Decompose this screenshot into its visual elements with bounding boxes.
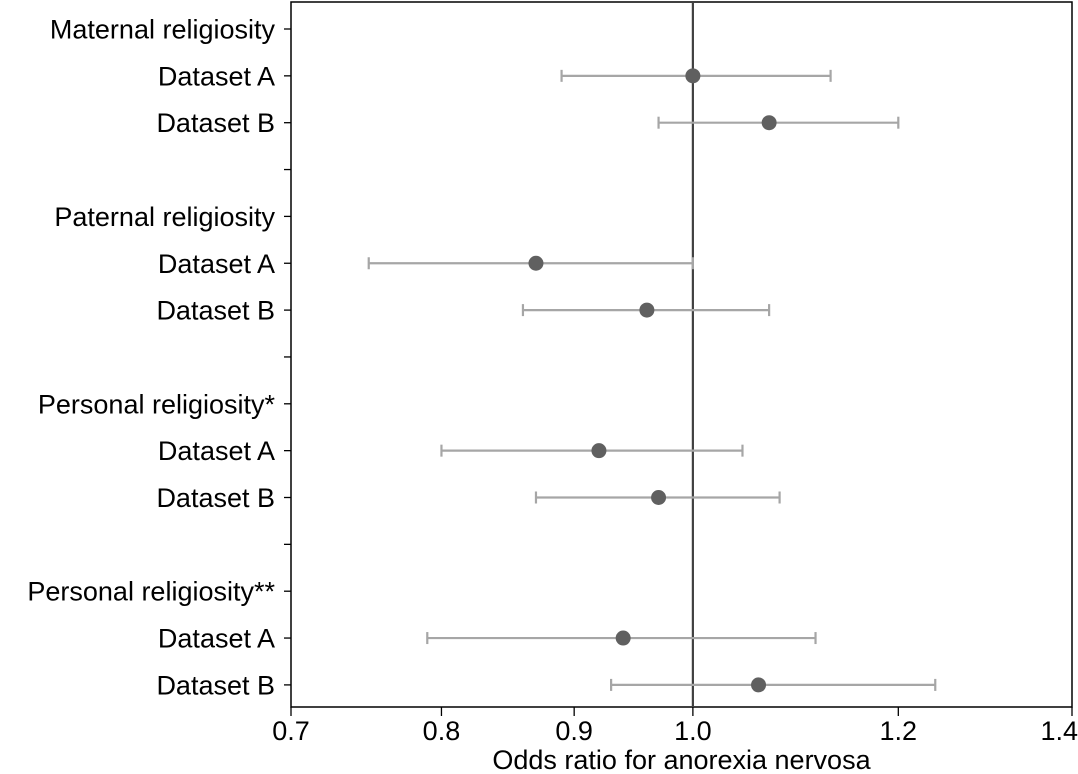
x-tick-label: 0.8 bbox=[423, 716, 461, 746]
estimate-row: Dataset A bbox=[158, 624, 817, 654]
row-label: Dataset B bbox=[156, 108, 275, 138]
estimate-row: Dataset A bbox=[158, 61, 832, 91]
row-label: Dataset B bbox=[156, 296, 275, 326]
row-label: Dataset A bbox=[158, 624, 275, 654]
estimate-row: Dataset B bbox=[156, 670, 937, 700]
group-header-row: Maternal religiosity bbox=[50, 15, 291, 45]
x-tick-label: 1.4 bbox=[1040, 716, 1078, 746]
row-label: Personal religiosity** bbox=[27, 577, 275, 607]
row-label: Dataset B bbox=[156, 483, 275, 513]
row-label: Maternal religiosity bbox=[50, 15, 276, 45]
row-layer: Maternal religiosity Dataset A Dataset B Pa… bbox=[27, 15, 937, 700]
plot-area-frame bbox=[290, 1, 1073, 708]
row-label: Paternal religiosity bbox=[54, 202, 275, 232]
estimate-row: Dataset A bbox=[158, 436, 744, 466]
estimate-row: Dataset A bbox=[158, 249, 694, 279]
x-tick-label: 1.2 bbox=[880, 716, 918, 746]
odds-ratio-point bbox=[751, 677, 767, 693]
row-label: Personal religiosity* bbox=[38, 389, 276, 419]
group-header-row: Personal religiosity** bbox=[27, 577, 291, 607]
group-header-row: Personal religiosity* bbox=[38, 389, 291, 419]
row-label: Dataset A bbox=[158, 61, 275, 91]
group-header-row: Paternal religiosity bbox=[54, 202, 291, 232]
x-tick-label: 1.0 bbox=[674, 716, 712, 746]
x-axis: 0.7 0.8 0.9 1.0 1.2 1.4 bbox=[272, 707, 1078, 746]
row-label: Dataset B bbox=[156, 670, 275, 700]
odds-ratio-point bbox=[761, 115, 777, 131]
estimate-row: Dataset B bbox=[156, 483, 781, 513]
odds-ratio-point bbox=[639, 302, 655, 318]
x-axis-title: Odds ratio for anorexia nervosa bbox=[492, 745, 871, 774]
odds-ratio-point bbox=[651, 490, 667, 505]
estimate-row: Dataset B bbox=[156, 108, 900, 138]
odds-ratio-point bbox=[615, 630, 631, 646]
odds-ratio-point bbox=[685, 68, 701, 84]
row-label: Dataset A bbox=[158, 436, 275, 466]
odds-ratio-point bbox=[591, 443, 607, 459]
odds-ratio-point bbox=[528, 255, 544, 271]
estimate-row: Dataset B bbox=[156, 296, 771, 326]
x-tick-label: 0.9 bbox=[555, 716, 593, 746]
row-label: Dataset A bbox=[158, 249, 275, 279]
x-tick-label: 0.7 bbox=[272, 716, 310, 746]
